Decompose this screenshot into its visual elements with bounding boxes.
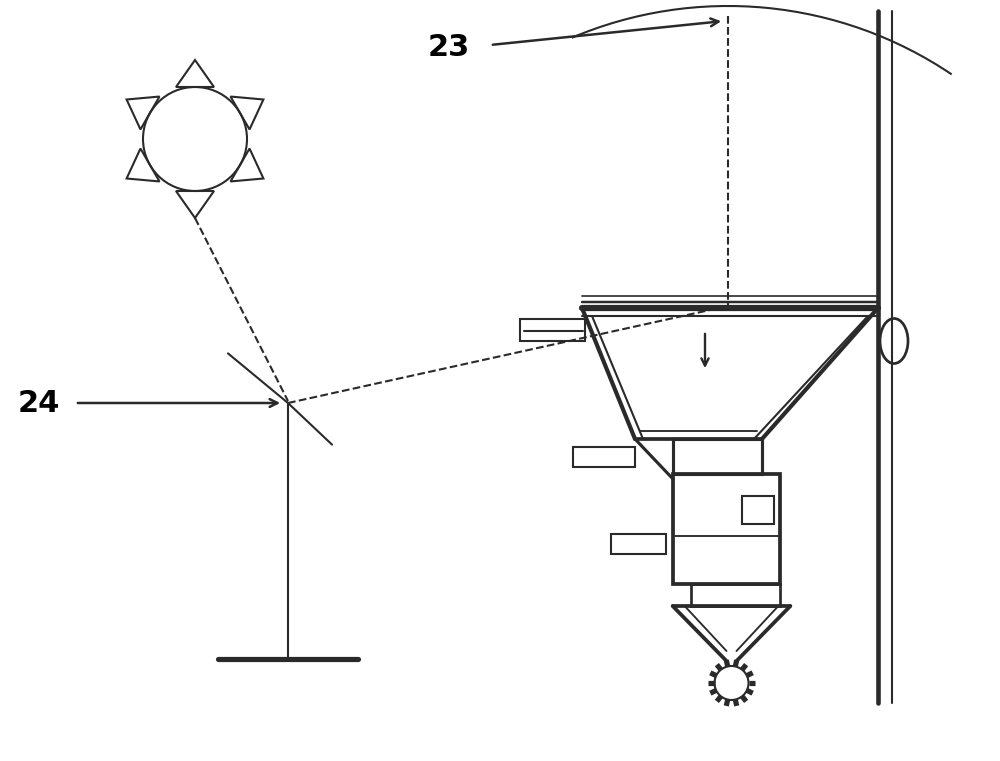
Bar: [520, 319, 585, 341]
Bar: [573, 447, 635, 467]
Bar: [691, 584, 780, 606]
Bar: [673, 474, 780, 584]
Text: 23: 23: [428, 33, 470, 62]
Text: 24: 24: [18, 389, 60, 418]
Bar: [611, 534, 666, 554]
Bar: [673, 439, 762, 474]
Bar: [742, 496, 774, 524]
